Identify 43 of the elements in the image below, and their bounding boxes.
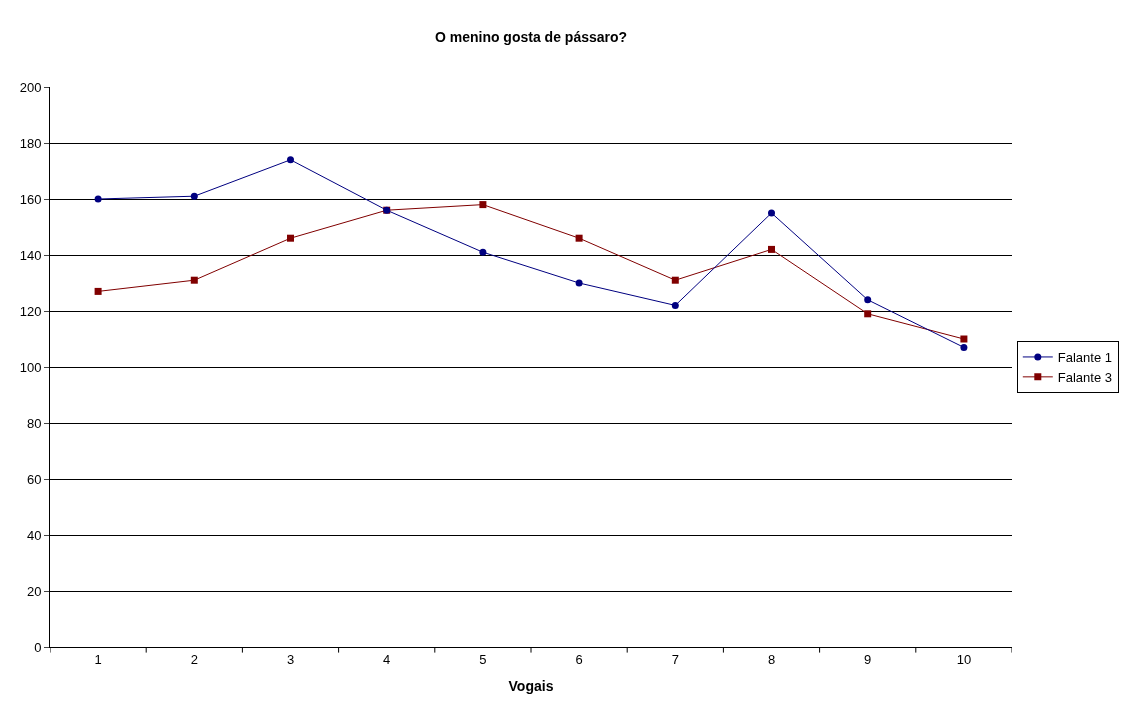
y-tick-label: 200 [19, 79, 42, 95]
y-tick-label: 120 [19, 303, 42, 319]
point [479, 201, 487, 209]
legend-label: Falante 1 [1057, 350, 1113, 366]
point [671, 301, 679, 309]
x-tick-label: 2 [190, 651, 198, 667]
point [190, 192, 198, 200]
y-tick-label: 0 [34, 639, 42, 655]
chart-title: O menino gosta de pássaro? [434, 28, 628, 45]
point [960, 335, 968, 343]
point [768, 209, 775, 217]
point [575, 279, 583, 287]
point [94, 287, 102, 295]
point [768, 245, 775, 253]
x-tick-label: 1 [94, 651, 102, 667]
x-tick-label: 3 [286, 651, 295, 667]
x-tick-label: 6 [575, 651, 583, 667]
point [960, 343, 968, 351]
y-tick-label: 140 [19, 247, 42, 263]
point [575, 234, 583, 242]
legend-label: Falante 3 [1057, 369, 1113, 385]
y-tick-label: 40 [26, 527, 42, 543]
point [190, 276, 198, 284]
point [864, 296, 872, 304]
x-tick-label: 4 [383, 651, 391, 667]
point [94, 195, 102, 203]
y-tick-label: 80 [26, 415, 42, 431]
y-tick-label: 180 [19, 135, 42, 151]
point [287, 156, 294, 164]
y-tick-label: 20 [26, 583, 42, 599]
y-tick-label: 100 [19, 359, 42, 375]
x-tick-label: 5 [479, 651, 487, 667]
x-tick-label: 8 [767, 651, 776, 667]
point [671, 276, 679, 284]
point [479, 248, 487, 256]
x-axis-title: Vogais [508, 677, 554, 694]
x-tick-label: 7 [671, 651, 679, 667]
y-tick-label: 160 [19, 191, 42, 207]
x-tick-label: 9 [864, 651, 872, 667]
x-tick-label: 10 [956, 651, 972, 667]
point [864, 310, 872, 318]
point [287, 234, 294, 242]
y-tick-label: 60 [26, 471, 42, 487]
